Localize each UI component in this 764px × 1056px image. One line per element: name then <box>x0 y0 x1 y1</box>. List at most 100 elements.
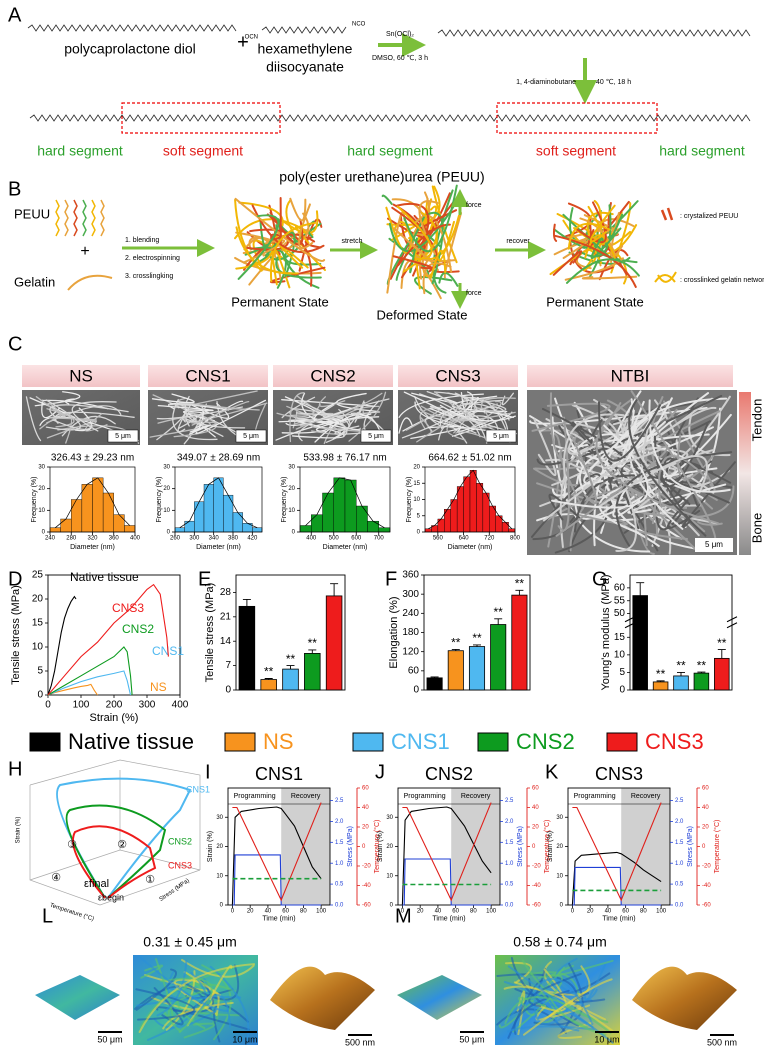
y-tick-label: 60 <box>408 665 420 676</box>
y-axis-label: Frequency (%) <box>31 477 38 523</box>
panel-label: H <box>8 758 22 780</box>
fiber <box>452 415 500 436</box>
fiber <box>414 401 494 432</box>
fiber <box>655 513 682 531</box>
scale-bar-label: 10 μm <box>232 1034 257 1044</box>
bar <box>304 653 321 691</box>
fiber <box>444 410 515 423</box>
y-tick-label: 2.5 <box>675 798 684 804</box>
fiber <box>381 194 393 205</box>
y-tick-label: 240 <box>402 608 419 619</box>
fiber <box>501 392 514 406</box>
phase-label: Programming <box>234 793 276 800</box>
x-axis-label: Time (min) <box>262 916 295 923</box>
fit-curve <box>428 469 513 530</box>
chart-title: CNS3 <box>595 764 643 784</box>
y-tick-label: 20 <box>413 465 420 471</box>
y-tick-label: 30 <box>386 815 393 821</box>
plot-frame <box>174 466 263 533</box>
x-tick-label: 100 <box>486 909 497 915</box>
x-tick-label: 20 <box>247 909 254 915</box>
x-axis-label: Strain (%) <box>90 712 139 724</box>
y-tick-label: 0 <box>362 844 366 850</box>
fiber <box>533 988 566 1025</box>
panel-label: F <box>385 568 397 590</box>
fiber <box>298 203 314 249</box>
panel-label: J <box>375 761 385 783</box>
legend-label: Native tissue <box>68 729 194 754</box>
x-tick-label: 20 <box>587 909 594 915</box>
histogram-bar <box>203 484 214 533</box>
y-tick-label: -60 <box>532 903 541 909</box>
y-tick-label: -40 <box>362 883 371 889</box>
segment-label: hard segment <box>659 143 745 159</box>
y-tick-label: 0.0 <box>675 903 684 909</box>
panel-label: B <box>8 178 21 200</box>
y-tick-label: 0 <box>220 903 224 909</box>
diameter-label: 664.62 ± 51.02 nm <box>428 453 511 464</box>
fiber <box>84 413 108 432</box>
legend-swatch <box>352 732 384 752</box>
legend-label: NS <box>263 729 294 754</box>
bar <box>714 657 730 691</box>
diameter-label: 326.43 ± 29.23 nm <box>51 453 134 464</box>
curve-label: CNS1 <box>186 784 210 794</box>
y-tick-label: -40 <box>532 883 541 889</box>
fiber <box>182 410 216 422</box>
bar <box>468 646 486 691</box>
y-tick-label: 5 <box>417 513 421 519</box>
significance-mark: ** <box>264 665 274 679</box>
scale-bar-box <box>235 429 267 443</box>
chart-title: CNS2 <box>425 764 473 784</box>
legend-swatch <box>29 732 61 752</box>
x-tick-label: 280 <box>66 536 77 542</box>
legend-label: CNS2 <box>516 729 575 754</box>
phase-label: Programming <box>574 793 616 800</box>
sample-header-text: NS <box>69 366 93 385</box>
fiber <box>480 397 516 414</box>
fiber <box>581 275 638 280</box>
fiber <box>172 398 218 441</box>
component-label: PEUU <box>14 206 50 221</box>
fiber <box>454 392 477 419</box>
y-tick-label: 10 <box>556 873 563 879</box>
histogram-bar <box>49 527 61 533</box>
significance-mark: ** <box>676 659 686 673</box>
data-line <box>47 670 132 696</box>
histogram-bar <box>124 525 136 533</box>
legend-text: : crosslinked gelatin network <box>680 277 764 284</box>
x-tick-label: 640 <box>459 536 470 542</box>
series-label: CNS2 <box>122 622 154 636</box>
y-tick-label: 21 <box>220 611 232 622</box>
fiber <box>298 218 323 272</box>
z-axis-label: Strain (%) <box>16 817 22 844</box>
y-tick-label: -20 <box>532 864 541 870</box>
fiber <box>565 258 640 284</box>
peuu-chain <box>55 199 60 237</box>
series-label: CNS3 <box>112 601 144 615</box>
y-tick-label: 0 <box>390 903 394 909</box>
fiber <box>439 404 516 422</box>
y-axis-label: Strain (%) <box>207 831 214 862</box>
significance-mark: ** <box>515 577 525 591</box>
fiber <box>153 1008 220 1029</box>
fiber <box>34 391 81 407</box>
plot-frame <box>299 466 391 533</box>
fiber <box>628 399 707 537</box>
end-group: NCO <box>352 22 366 28</box>
bar <box>282 668 299 691</box>
y-tick-label: 20 <box>362 825 369 831</box>
fiber <box>290 407 350 443</box>
x-tick-label: 380 <box>228 536 239 542</box>
process-step: 3. crosslingking <box>125 273 173 280</box>
fiber <box>140 964 164 979</box>
error-bar <box>264 678 273 680</box>
component-label: Gelatin <box>14 274 55 289</box>
fiber <box>573 474 730 533</box>
scale-bar-box <box>360 429 392 443</box>
product-name: poly(ester urethane)urea (PEUU) <box>279 169 484 185</box>
fiber <box>584 234 616 259</box>
fiber <box>315 413 372 432</box>
y-tick-label: -20 <box>702 864 711 870</box>
fiber <box>498 966 566 1029</box>
